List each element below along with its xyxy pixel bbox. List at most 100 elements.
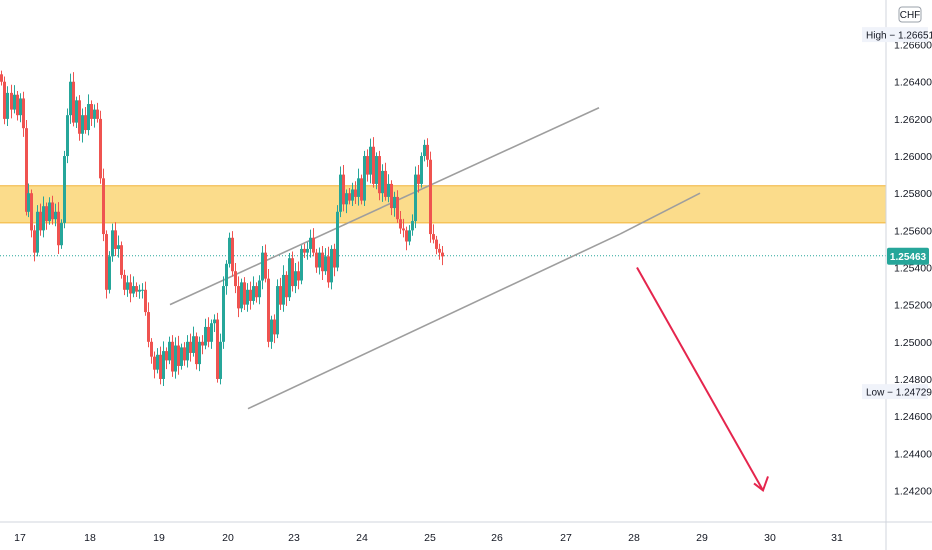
candle-body <box>54 211 57 220</box>
candle-body <box>93 109 96 119</box>
price-tick-label: 1.24200 <box>894 485 932 497</box>
currency-box[interactable] <box>898 6 922 23</box>
high-badge <box>862 27 928 43</box>
candle-body <box>267 278 270 342</box>
candle-body <box>3 81 6 119</box>
forecast-arrow-shaft[interactable] <box>636 267 764 491</box>
candle-body <box>432 234 435 240</box>
candle-body <box>57 211 60 246</box>
candle-body <box>198 341 201 365</box>
date-tick-label: 19 <box>153 532 165 544</box>
candle-body <box>396 196 399 220</box>
candle-body <box>210 323 213 342</box>
candle-body <box>357 178 360 197</box>
candle-body <box>354 189 357 197</box>
price-tick-label: 1.26000 <box>894 151 932 163</box>
candle-body <box>150 341 153 357</box>
candle-body <box>63 156 66 223</box>
candle-body <box>411 221 414 231</box>
candle-body <box>19 98 22 116</box>
low-badge-text: Low − 1.24729 <box>866 388 932 399</box>
candle-body <box>13 94 16 110</box>
candle-body <box>207 326 210 342</box>
candle-body <box>378 156 381 194</box>
candle-body <box>279 286 282 305</box>
candle-body <box>297 271 300 281</box>
candle-body <box>324 256 327 272</box>
candle-body <box>417 174 420 184</box>
candle-body <box>129 282 132 294</box>
candle-body <box>393 196 396 209</box>
date-tick-label: 29 <box>696 532 708 544</box>
channel-lower-trendline[interactable] <box>247 233 621 410</box>
candle-body <box>366 156 369 175</box>
candle-body <box>174 345 177 372</box>
candle-body <box>10 92 13 110</box>
candle-body <box>147 312 150 342</box>
candle-body <box>141 289 144 291</box>
candle-body <box>243 282 246 305</box>
candle-body <box>195 336 198 365</box>
candle-body <box>249 289 252 301</box>
candle-body <box>246 289 249 305</box>
candle-body <box>132 286 135 294</box>
candle-body <box>60 222 63 246</box>
candle-body <box>171 341 174 372</box>
date-tick-label: 18 <box>84 532 96 544</box>
candle-body <box>78 100 81 134</box>
candle-body <box>123 274 126 290</box>
date-tick-label: 28 <box>628 532 640 544</box>
candle-body <box>111 230 114 257</box>
candle-body <box>285 274 288 298</box>
price-tick-label: 1.25200 <box>894 300 932 312</box>
candle-body <box>225 263 228 287</box>
candle-body <box>135 286 138 292</box>
high-badge-text: High − 1.26651 <box>866 31 932 42</box>
candle-body <box>423 144 426 157</box>
date-tick-label: 20 <box>222 532 234 544</box>
candle-body <box>288 258 291 298</box>
candle-body <box>333 248 336 268</box>
price-tick-label: 1.25000 <box>894 337 932 349</box>
candle-body <box>252 286 255 301</box>
candle-body <box>399 219 402 229</box>
candle-body <box>75 100 78 123</box>
candle-body <box>381 170 384 194</box>
candle-body <box>342 174 345 205</box>
candle-body <box>390 183 393 209</box>
candle-body <box>6 92 9 119</box>
candle-body <box>219 341 222 379</box>
channel-lower-extension[interactable] <box>619 192 701 235</box>
candle-body <box>234 271 237 287</box>
candle-body <box>321 252 324 272</box>
candle-body <box>276 286 279 335</box>
price-tick-label: 1.25800 <box>894 188 932 200</box>
price-tick-label: 1.26600 <box>894 40 932 52</box>
candle-body <box>426 144 429 160</box>
candle-body <box>303 248 306 253</box>
candle-body <box>375 156 378 184</box>
candle-body <box>39 211 42 231</box>
candle-body <box>25 128 28 212</box>
candle-body <box>66 115 69 157</box>
candle-body <box>204 326 207 346</box>
candle-body <box>99 118 102 179</box>
candle-body <box>108 256 111 290</box>
candle-body <box>87 104 90 131</box>
candle-body <box>306 248 309 253</box>
candle-body <box>30 193 33 231</box>
price-tick-label: 1.24600 <box>894 411 932 423</box>
candle-body <box>414 174 417 222</box>
candle-body <box>183 347 186 361</box>
candle-body <box>282 274 285 305</box>
channel-upper-trendline[interactable] <box>169 107 600 306</box>
candle-body <box>105 234 108 290</box>
candle-body <box>351 189 354 201</box>
date-tick-label: 24 <box>356 532 368 544</box>
forecast-arrow-head <box>753 476 769 493</box>
candle-body <box>102 178 105 235</box>
candle-body <box>294 271 297 287</box>
candle-body <box>387 183 390 197</box>
candle-body <box>162 351 165 379</box>
